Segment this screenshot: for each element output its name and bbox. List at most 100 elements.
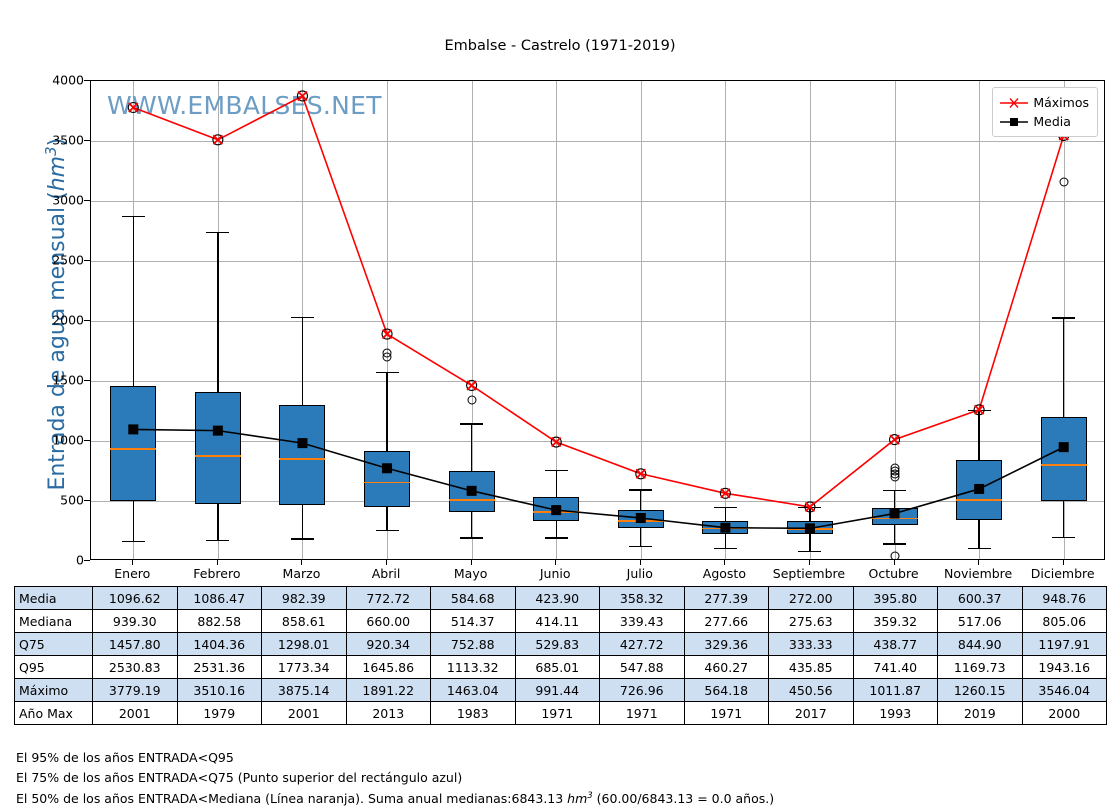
watermark: WWW.EMBALSES.NET — [107, 91, 382, 120]
boxplot-box — [279, 405, 326, 505]
boxplot-outlier — [1059, 177, 1069, 187]
table-cell: 741.40 — [852, 655, 938, 679]
table-row: Máximo 3779.19 3510.16 3875.14 1891.22 1463.0… — [14, 678, 1107, 702]
boxplot-median-line — [1040, 464, 1087, 466]
gridline-vertical — [809, 81, 811, 559]
gridline-horizontal — [91, 201, 1104, 202]
table-cell: 1943.16 — [1021, 655, 1107, 679]
x-axis-tick-label: Julio — [626, 566, 653, 581]
y-axis-tick-mark — [84, 200, 90, 201]
table-cell: 339.43 — [599, 609, 685, 633]
table-cell: 1169.73 — [937, 655, 1023, 679]
x-axis-tick-mark — [978, 560, 980, 565]
boxplot-whisker-cap — [713, 506, 737, 509]
boxplot-whisker-cap — [290, 316, 314, 319]
table-row-header: Año Max — [14, 701, 93, 725]
legend-label-media: Media — [1033, 114, 1071, 129]
x-axis-tick-mark — [555, 560, 557, 565]
table-cell: 2000 — [1021, 701, 1107, 725]
legend-marker-x-icon — [1000, 97, 1029, 108]
boxplot-whisker-cap — [883, 489, 907, 491]
footnote-mediana-b: (60.00/6843.13 = 0.0 años.) — [592, 791, 775, 807]
x-axis-tick-mark — [1062, 560, 1064, 565]
table-cell: 358.32 — [599, 586, 685, 610]
table-cell: 2530.83 — [92, 655, 178, 679]
table-cell: 460.27 — [683, 655, 769, 679]
y-axis-tick-label: 4000 — [52, 72, 84, 88]
boxplot-whisker-cap — [290, 538, 314, 540]
table-cell: 660.00 — [345, 609, 431, 633]
x-axis-tick-label: Febrero — [193, 566, 241, 581]
table-cell: 3875.14 — [261, 678, 347, 702]
y-axis-tick-mark — [84, 440, 90, 441]
line-media — [133, 428, 1065, 530]
boxplot-median-line — [533, 511, 580, 513]
table-cell: 1463.04 — [430, 678, 516, 702]
x-axis-tick-mark — [386, 560, 388, 565]
table-cell: 726.96 — [599, 678, 685, 702]
y-axis-unit-exponent: 3 — [41, 146, 60, 156]
table-cell: 1298.01 — [261, 632, 347, 656]
table-cell: 329.36 — [683, 632, 769, 656]
table-cell: 1993 — [852, 701, 938, 725]
x-axis-tick-mark — [893, 560, 895, 565]
table-cell: 1260.15 — [937, 678, 1023, 702]
legend-marker-square-icon — [1000, 117, 1029, 126]
footnotes: El 95% de los años ENTRADA<Q95 El 75% de… — [16, 748, 774, 809]
boxplot-box — [533, 497, 580, 522]
table-cell: 1404.36 — [176, 632, 262, 656]
boxplot-whisker-cap — [629, 489, 653, 491]
boxplot-median-line — [956, 498, 1003, 501]
legend: Máximos Media — [992, 87, 1098, 137]
y-axis-tick-label: 1000 — [52, 432, 84, 448]
table-cell: 991.44 — [514, 678, 600, 702]
table-cell: 423.90 — [514, 586, 600, 610]
gridline-vertical — [894, 81, 896, 559]
table-row: Año Max 2001 1979 2001 2013 1983 1971 1971 1971 2… — [14, 701, 1107, 725]
boxplot-whisker-cap — [967, 548, 991, 550]
boxplot-median-line — [448, 499, 495, 501]
table: Media 1096.62 1086.47 982.39 772.72 584.68 423… — [14, 586, 1107, 725]
table-cell: 772.72 — [345, 586, 431, 610]
y-axis-tick-mark — [84, 380, 90, 381]
table-cell: 1983 — [430, 701, 516, 725]
x-axis-tick-mark — [808, 560, 810, 565]
table-cell: 427.72 — [599, 632, 685, 656]
boxplot-whisker-cap — [798, 507, 822, 509]
table-cell: 395.80 — [852, 586, 938, 610]
table-cell: 3779.19 — [92, 678, 178, 702]
table-cell: 272.00 — [768, 586, 854, 610]
gridline-horizontal — [91, 321, 1104, 322]
table-cell: 1086.47 — [176, 586, 262, 610]
boxplot-whisker-cap — [798, 550, 822, 553]
footnote-mediana: El 50% de los años ENTRADA<Mediana (Líne… — [16, 787, 774, 809]
boxplot-box — [194, 392, 241, 505]
table-cell: 805.06 — [1021, 609, 1107, 633]
boxplot-median-line — [871, 517, 918, 520]
gridline-horizontal — [91, 261, 1104, 262]
page-title: Embalse - Castrelo (1971-2019) — [444, 38, 676, 54]
y-axis-tick-label: 2500 — [52, 252, 84, 268]
table-cell: 547.88 — [599, 655, 685, 679]
y-axis-tick-label: 500 — [60, 492, 84, 508]
y-axis-tick-mark — [84, 500, 90, 501]
table-cell: 1011.87 — [852, 678, 938, 702]
table-cell: 1096.62 — [92, 586, 178, 610]
x-axis-tick-label: Junio — [539, 566, 571, 581]
table-row-header: Máximo — [14, 678, 93, 702]
boxplot-whisker-cap — [544, 469, 568, 472]
legend-label-maximos: Máximos — [1033, 95, 1089, 110]
table-cell: 1971 — [599, 701, 685, 725]
table-cell: 2001 — [92, 701, 178, 725]
table-cell: 1197.91 — [1021, 632, 1107, 656]
y-axis-tick-mark — [84, 560, 90, 561]
boxplot-box — [956, 459, 1003, 520]
y-axis-tick-label: 0 — [76, 552, 84, 568]
boxplot-whisker-cap — [713, 547, 737, 550]
boxplot-outlier — [890, 551, 900, 559]
table-cell: 600.37 — [937, 586, 1023, 610]
legend-item-media: Media — [999, 112, 1089, 131]
table-cell: 359.32 — [852, 609, 938, 633]
table-cell: 450.56 — [768, 678, 854, 702]
